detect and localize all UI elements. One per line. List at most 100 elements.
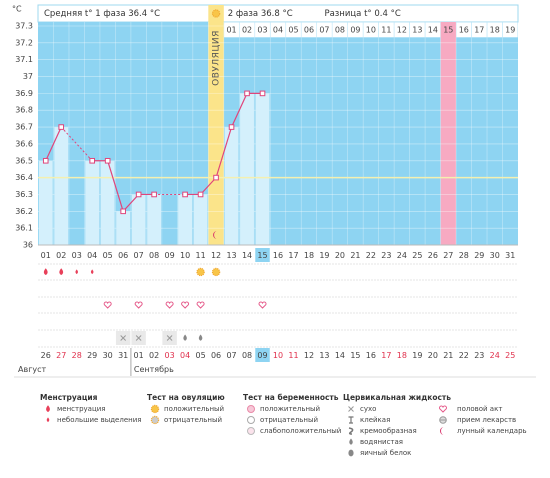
x-tick-label: 05: [103, 251, 113, 260]
legend-label: менструация: [57, 405, 106, 413]
today-highlight: [255, 348, 270, 362]
x-tick-label: 29: [474, 251, 484, 260]
drop-icon: [59, 268, 64, 276]
sun-icon: [150, 404, 160, 414]
header-phase1: Средняя t° 1 фаза 36.4 °C: [44, 9, 160, 19]
phase2-day: 04: [273, 26, 283, 35]
temperature-bar: [147, 194, 162, 245]
drop-icon: [198, 334, 203, 341]
calendar-date: 17: [381, 351, 391, 360]
temperature-point: [120, 208, 126, 215]
temperature-point: [151, 191, 157, 198]
temperature-bar: [54, 127, 69, 245]
calendar-date: 25: [505, 351, 515, 360]
legend-title: Тест на беременность: [243, 393, 339, 402]
temperature-bar: [38, 160, 53, 245]
phase2-cell: [332, 22, 348, 38]
calendar-date: 08: [242, 351, 252, 360]
x-tick-label: 13: [226, 251, 236, 260]
phase2-day: 08: [335, 26, 345, 35]
y-tick-label: 36.5: [15, 156, 33, 165]
calendar-date: 22: [459, 351, 469, 360]
x-tick-label: 16: [273, 251, 283, 260]
phase2-day: 03: [257, 26, 267, 35]
drop-icon: [75, 269, 79, 275]
drop-icon: [46, 417, 50, 423]
calendar-date: 23: [474, 351, 484, 360]
phase2-cell: [255, 22, 270, 38]
phase2-cell: [394, 22, 410, 38]
sun-icon: [211, 9, 221, 18]
y-tick-label: 36.2: [15, 207, 33, 216]
sun-icon: [211, 267, 221, 277]
drop-icon: [349, 438, 353, 445]
test-icon: [247, 427, 255, 435]
calendar-date: 13: [319, 351, 329, 360]
x-tick-label: 11: [195, 251, 205, 260]
legend-label: сухо: [360, 405, 376, 413]
ovulation-label: ОВУЛЯЦИЯ: [212, 30, 222, 86]
x-tick-label: 14: [242, 251, 252, 260]
y-tick-label: 36.7: [15, 123, 33, 132]
x-tick-label: 20: [335, 251, 345, 260]
y-tick-label: 37.1: [15, 55, 33, 64]
x-tick-label: 27: [443, 251, 453, 260]
x-tick-label: 23: [381, 251, 391, 260]
phase2-day: 09: [350, 26, 360, 35]
x-tick-label: 25: [412, 251, 422, 260]
forecast-column: [440, 22, 457, 245]
calendar-date: 24: [490, 351, 500, 360]
ovulation-column: [208, 5, 224, 245]
phase2-cell: [456, 22, 472, 38]
phase2-cell: [239, 22, 255, 38]
phase2-day: 13: [412, 26, 422, 35]
calendar-date: 28: [72, 351, 82, 360]
sun-icon: [196, 267, 205, 277]
temperature-point: [197, 191, 204, 198]
phase2-day: 11: [381, 26, 391, 35]
today-highlight: [255, 248, 270, 262]
header-difference: Разница t° 0.4 °C: [324, 9, 400, 19]
y-tick-label: 37.2: [15, 38, 33, 47]
x-tick-label: 15: [257, 251, 267, 260]
calendar-date: 31: [118, 351, 128, 360]
legend-label: слабоположительный: [260, 427, 341, 435]
phase2-cell: [440, 22, 456, 38]
legend-label: отрицательный: [164, 416, 222, 424]
calendar-date: 18: [397, 351, 407, 360]
temperature-point: [135, 191, 142, 198]
cross-icon: [348, 406, 354, 412]
x-tick-label: 06: [118, 251, 128, 260]
x-tick-label: 12: [211, 251, 221, 260]
y-tick-label: 36.9: [15, 89, 33, 98]
calendar-date: 26: [41, 351, 51, 360]
temperature-point: [58, 124, 65, 130]
y-tick-label: 36.3: [15, 190, 33, 199]
sun-icon: [150, 415, 160, 425]
heart-icon: [103, 301, 112, 309]
header-phase2: 2 фаза 36.8 °C: [228, 9, 293, 19]
phase2-cell: [363, 22, 379, 38]
phase2-cell: [224, 22, 239, 38]
legend-label: яичный белок: [360, 449, 411, 457]
moon-icon: [213, 231, 218, 239]
phase2-cell: [502, 22, 518, 38]
calendar-date: 19: [412, 351, 422, 360]
x-tick-label: 28: [459, 251, 469, 260]
temperature-point: [104, 157, 111, 164]
phase2-day: 07: [319, 26, 329, 35]
phase2-cell: [301, 22, 317, 38]
x-tick-label: 03: [72, 251, 82, 260]
temperature-point: [244, 90, 250, 97]
legend-label: половой акт: [457, 405, 502, 413]
x-tick-label: 26: [428, 251, 438, 260]
calendar-date: 05: [195, 351, 205, 360]
legend-label: небольшие выделения: [57, 416, 142, 424]
calendar-date: 11: [288, 351, 298, 360]
calendar-date: 20: [428, 351, 438, 360]
egg-white-icon: [348, 449, 354, 457]
phase2-cell: [409, 22, 425, 38]
drop-icon: [90, 269, 94, 275]
phase2-day: 19: [505, 26, 515, 35]
drop-icon: [46, 405, 50, 413]
